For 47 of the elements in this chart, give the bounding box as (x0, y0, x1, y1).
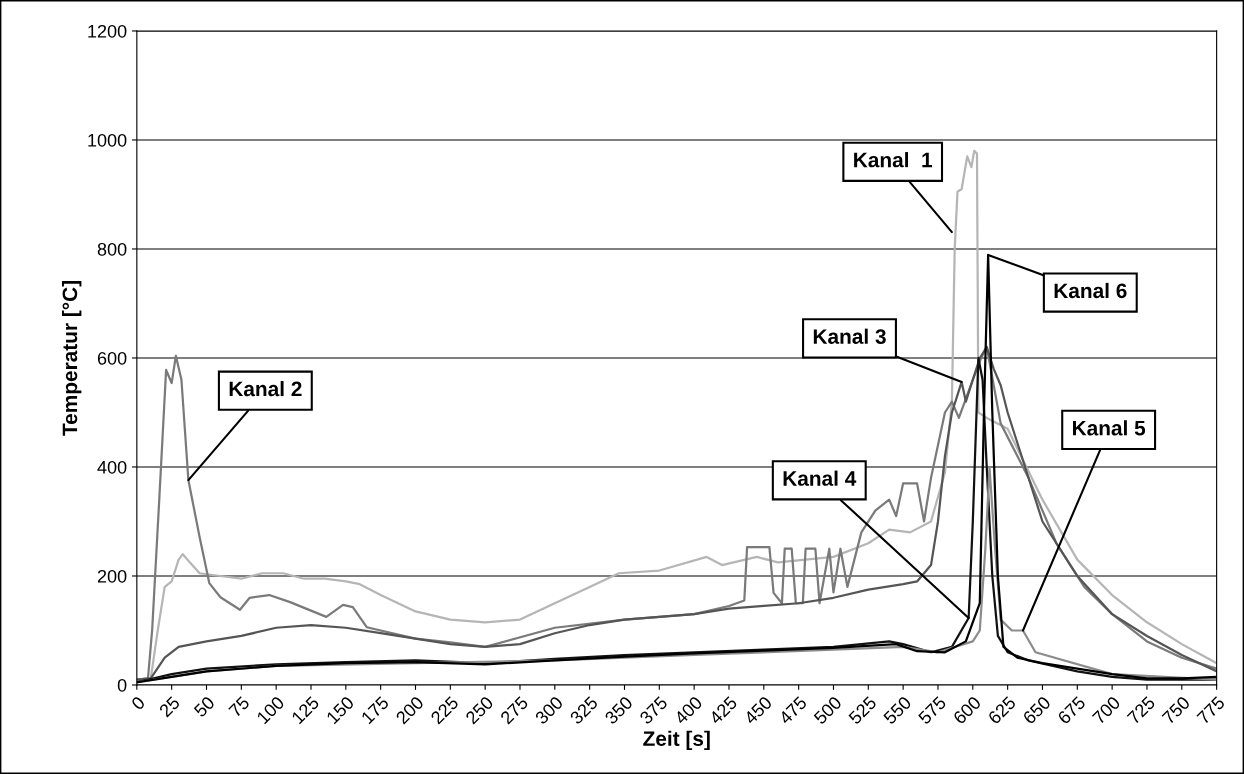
x-tick-label: 725 (1126, 695, 1156, 725)
x-tick-label: 425 (708, 695, 738, 726)
x-tick-label: 325 (569, 695, 599, 725)
x-tick-label: 75 (228, 695, 251, 718)
x-tick-label: 250 (464, 695, 495, 725)
y-tick-label: 400 (97, 460, 127, 474)
x-tick-label: 500 (813, 695, 843, 725)
x-tick-label: 650 (1022, 695, 1052, 725)
y-axis-title: Temperatur [°C] (61, 281, 82, 436)
x-tick-label: 225 (430, 695, 460, 725)
x-tick-label: 750 (1161, 695, 1191, 725)
x-tick-label: 375 (638, 695, 669, 725)
x-tick-label: 775 (1196, 695, 1226, 725)
y-tick-label: 1000 (88, 133, 127, 147)
y-tick-label: 0 (117, 678, 127, 692)
x-tick-label: 350 (604, 695, 634, 725)
x-tick-label: 575 (917, 695, 947, 725)
x-tick-label: 700 (1091, 695, 1122, 725)
x-axis-title: Zeit [s] (643, 730, 710, 751)
x-tick-label: 625 (987, 695, 1017, 725)
x-tick-label: 275 (499, 695, 529, 725)
x-tick-label: 200 (395, 695, 425, 725)
x-tick-label: 450 (743, 695, 773, 726)
y-tick-label: 1200 (88, 24, 127, 38)
x-tick-label: 25 (158, 695, 181, 718)
annotation: Kanal 4 (783, 470, 857, 486)
y-tick-label: 200 (97, 569, 127, 583)
x-tick-label: 400 (673, 695, 704, 726)
x-tick-label: 475 (778, 695, 808, 726)
x-tick-label: 0 (130, 695, 146, 711)
x-tick-label: 600 (952, 695, 982, 725)
x-tick-label: 50 (193, 695, 216, 718)
x-tick-label: 175 (360, 695, 390, 725)
x-tick-label: 125 (291, 695, 320, 725)
annotation: Kanal 6 (1054, 282, 1127, 299)
x-tick-label: 300 (534, 695, 564, 725)
annotation: Kanal 2 (229, 380, 302, 397)
x-tick-label: 550 (882, 695, 913, 725)
x-tick-label: 525 (847, 695, 878, 725)
annotation: Kanal 3 (813, 328, 886, 344)
y-tick-label: 800 (97, 242, 127, 256)
annotation: Kanal 5 (1073, 420, 1146, 436)
y-tick-label: 600 (97, 351, 127, 365)
x-tick-label: 675 (1056, 695, 1087, 725)
x-tick-label: 150 (325, 695, 355, 725)
annotation: Kanal 1 (854, 152, 933, 168)
x-tick-label: 100 (256, 695, 286, 725)
